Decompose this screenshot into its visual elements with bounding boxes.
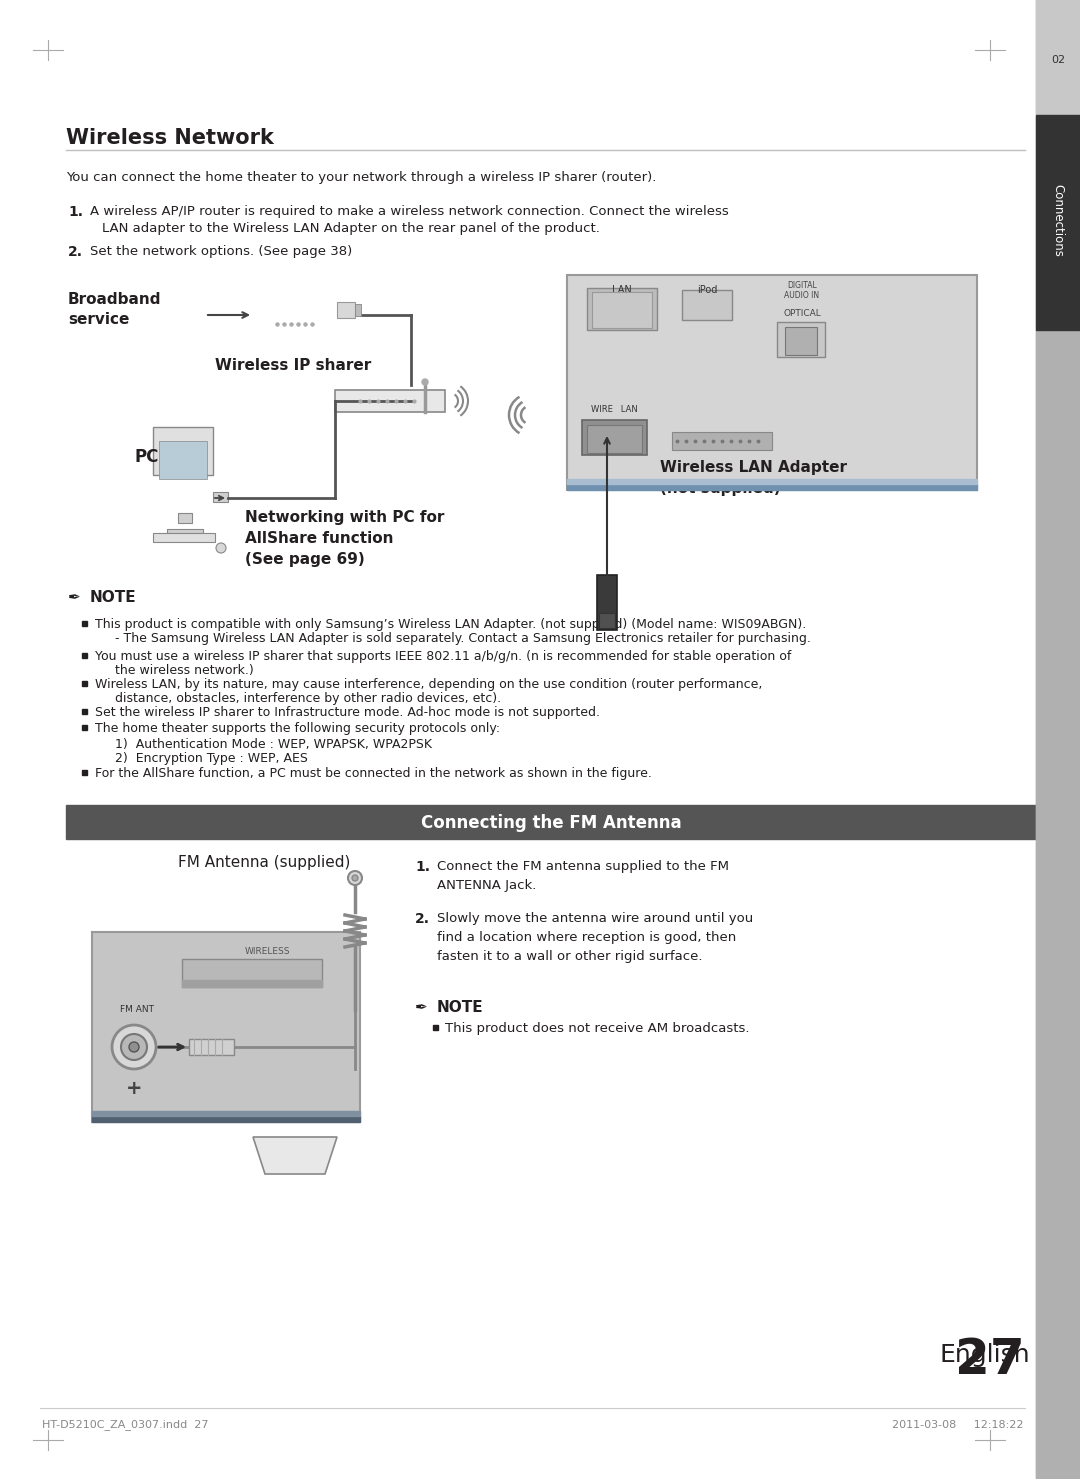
Text: Connections: Connections xyxy=(1052,183,1065,256)
Bar xyxy=(567,479,977,484)
Text: AUDIO IN: AUDIO IN xyxy=(784,290,820,300)
Text: 1.: 1. xyxy=(68,206,83,219)
Bar xyxy=(178,513,192,524)
Bar xyxy=(82,725,87,731)
Text: Connecting the FM Antenna: Connecting the FM Antenna xyxy=(421,813,681,833)
Text: FM Antenna (supplied): FM Antenna (supplied) xyxy=(177,855,350,870)
Bar xyxy=(582,420,647,456)
Text: 27: 27 xyxy=(955,1336,1025,1384)
Bar xyxy=(681,290,732,319)
Bar xyxy=(82,654,87,658)
Bar xyxy=(82,708,87,714)
Bar xyxy=(153,427,213,475)
Text: The home theater supports the following security protocols only:: The home theater supports the following … xyxy=(95,722,500,735)
Text: HT-D5210C_ZA_0307.indd  27: HT-D5210C_ZA_0307.indd 27 xyxy=(42,1420,208,1430)
Bar xyxy=(82,680,87,686)
Text: For the AllShare function, a PC must be connected in the network as shown in the: For the AllShare function, a PC must be … xyxy=(95,768,652,779)
Text: A wireless AP/IP router is required to make a wireless network connection. Conne: A wireless AP/IP router is required to m… xyxy=(90,206,729,217)
Bar xyxy=(1036,115,1080,330)
Text: Wireless LAN Adapter
(not supplied): Wireless LAN Adapter (not supplied) xyxy=(660,460,847,495)
Text: This product does not receive AM broadcasts.: This product does not receive AM broadca… xyxy=(445,1022,750,1035)
Bar xyxy=(159,441,207,479)
Circle shape xyxy=(216,543,226,553)
Bar xyxy=(597,575,617,630)
Bar xyxy=(355,305,361,317)
Text: Networking with PC for
AllShare function
(See page 69): Networking with PC for AllShare function… xyxy=(245,510,444,566)
Circle shape xyxy=(121,1034,147,1060)
Text: This product is compatible with only Samsung’s Wireless LAN Adapter. (not suppli: This product is compatible with only Sam… xyxy=(95,618,807,632)
Bar xyxy=(588,288,657,330)
Bar xyxy=(785,327,816,355)
Text: the wireless network.): the wireless network.) xyxy=(95,664,254,677)
Bar xyxy=(213,493,228,501)
Text: LAN: LAN xyxy=(612,285,632,294)
Bar xyxy=(599,612,615,629)
Text: FM ANT: FM ANT xyxy=(120,1006,154,1015)
Text: 1.: 1. xyxy=(415,859,430,874)
Text: Wireless LAN, by its nature, may cause interference, depending on the use condit: Wireless LAN, by its nature, may cause i… xyxy=(95,677,762,691)
Bar xyxy=(567,484,977,490)
Text: +: + xyxy=(125,1080,143,1099)
Bar xyxy=(335,390,445,413)
Text: - The Samsung Wireless LAN Adapter is sold separately. Contact a Samsung Electro: - The Samsung Wireless LAN Adapter is so… xyxy=(95,632,811,645)
Text: You can connect the home theater to your network through a wireless IP sharer (r: You can connect the home theater to your… xyxy=(66,172,657,185)
Text: 2.: 2. xyxy=(68,246,83,259)
Text: ✒: ✒ xyxy=(415,1000,428,1016)
Text: ✒: ✒ xyxy=(68,590,81,605)
Text: 2)  Encryption Type : WEP, AES: 2) Encryption Type : WEP, AES xyxy=(114,751,308,765)
Bar xyxy=(92,1117,360,1123)
Polygon shape xyxy=(253,1137,337,1174)
Text: distance, obstacles, interference by other radio devices, etc).: distance, obstacles, interference by oth… xyxy=(95,692,501,705)
Text: Wireless Network: Wireless Network xyxy=(66,129,274,148)
Text: 1)  Authentication Mode : WEP, WPAPSK, WPA2PSK: 1) Authentication Mode : WEP, WPAPSK, WP… xyxy=(114,738,432,751)
Bar xyxy=(153,532,215,541)
Bar xyxy=(337,302,355,318)
Text: Wireless IP sharer: Wireless IP sharer xyxy=(215,358,372,373)
Text: Connect the FM antenna supplied to the FM
ANTENNA Jack.: Connect the FM antenna supplied to the F… xyxy=(437,859,729,892)
Bar xyxy=(1036,330,1080,1479)
Circle shape xyxy=(129,1043,139,1052)
Bar xyxy=(1036,0,1080,1479)
Circle shape xyxy=(422,379,428,385)
Text: WIRELESS: WIRELESS xyxy=(244,948,289,957)
Text: WIRE   LAN: WIRE LAN xyxy=(591,405,637,414)
Bar xyxy=(183,958,322,986)
Text: LAN adapter to the Wireless LAN Adapter on the rear panel of the product.: LAN adapter to the Wireless LAN Adapter … xyxy=(102,222,599,235)
Text: English: English xyxy=(940,1343,1030,1367)
Text: DIGITAL: DIGITAL xyxy=(787,281,816,290)
Bar xyxy=(66,805,1036,839)
Text: 02: 02 xyxy=(1051,55,1065,65)
Text: NOTE: NOTE xyxy=(437,1000,484,1016)
Circle shape xyxy=(352,876,357,881)
Text: Slowly move the antenna wire around until you
find a location where reception is: Slowly move the antenna wire around unti… xyxy=(437,913,753,963)
Text: 2.: 2. xyxy=(415,913,430,926)
Bar xyxy=(92,1111,360,1117)
Text: NOTE: NOTE xyxy=(90,590,137,605)
Bar xyxy=(588,424,642,453)
Bar xyxy=(167,529,203,532)
Bar xyxy=(1036,0,1080,115)
Bar xyxy=(672,432,772,450)
Text: You must use a wireless IP sharer that supports IEEE 802.11 a/b/g/n. (n is recom: You must use a wireless IP sharer that s… xyxy=(95,649,792,663)
Bar xyxy=(183,981,322,986)
Text: OPTICAL: OPTICAL xyxy=(783,309,821,318)
Bar xyxy=(433,1025,438,1029)
Text: iPod: iPod xyxy=(697,285,717,294)
Text: PC: PC xyxy=(135,448,160,466)
Text: Set the wireless IP sharer to Infrastructure mode. Ad-hoc mode is not supported.: Set the wireless IP sharer to Infrastruc… xyxy=(95,705,600,719)
Bar xyxy=(82,771,87,775)
Bar xyxy=(567,275,977,490)
Bar xyxy=(82,621,87,626)
Circle shape xyxy=(112,1025,156,1069)
Bar xyxy=(92,932,360,1123)
Bar xyxy=(592,291,652,328)
Circle shape xyxy=(348,871,362,884)
Bar xyxy=(777,322,825,356)
Text: Broadband
service: Broadband service xyxy=(68,291,162,327)
Bar xyxy=(189,1040,234,1055)
Text: Set the network options. (See page 38): Set the network options. (See page 38) xyxy=(90,246,352,257)
Text: 2011-03-08     12:18:22: 2011-03-08 12:18:22 xyxy=(891,1420,1023,1430)
